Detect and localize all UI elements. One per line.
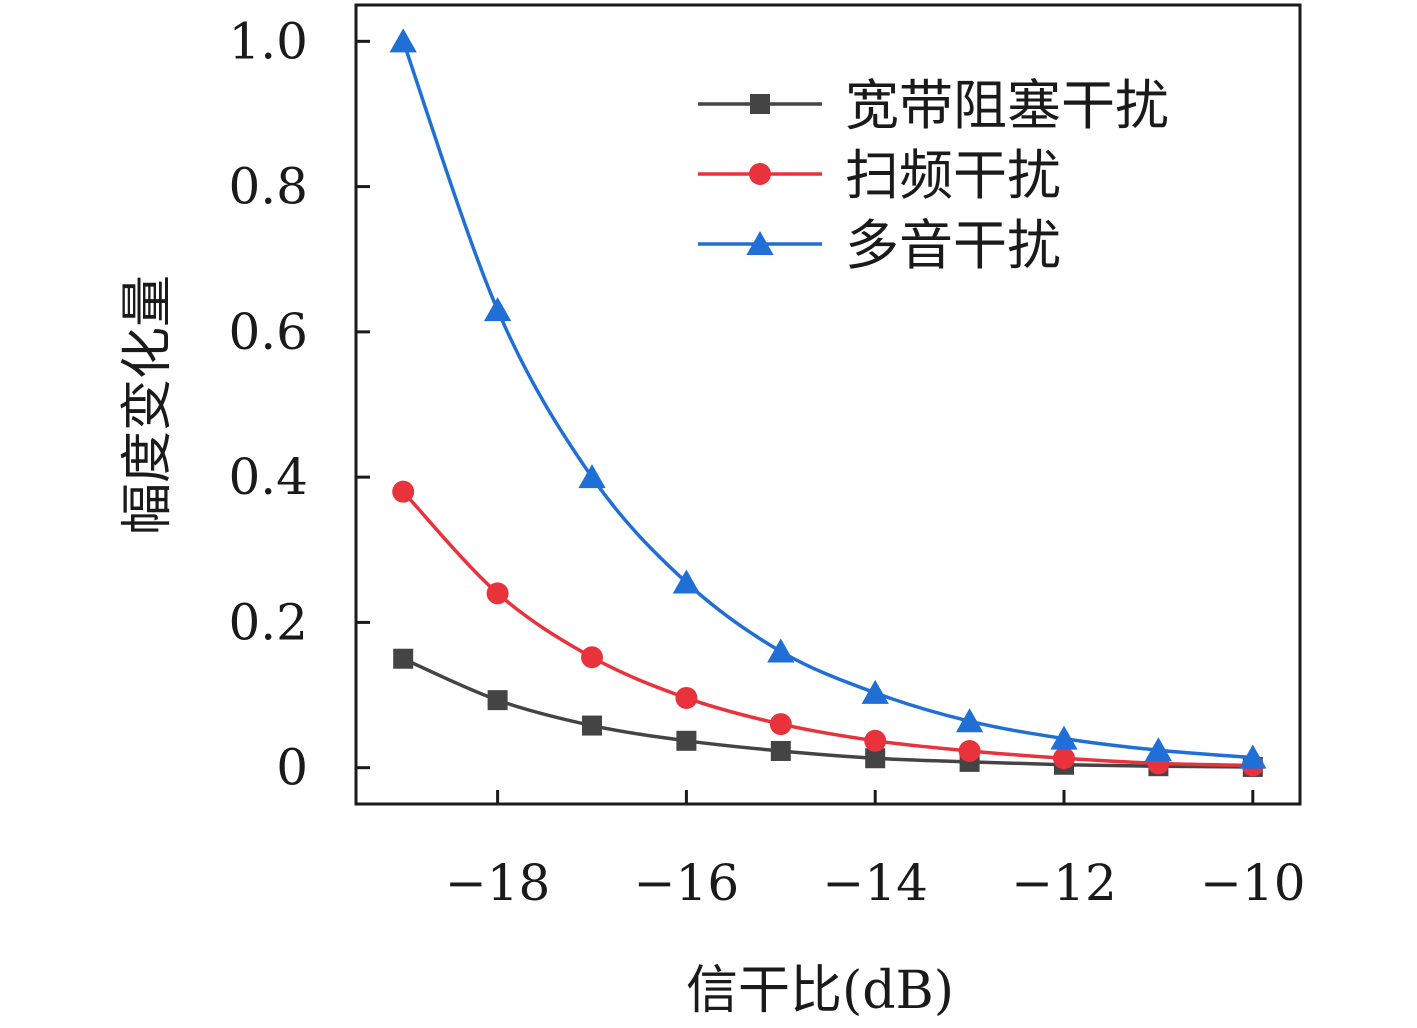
data-point: [1239, 744, 1267, 769]
y-tick-label: 0.6: [228, 303, 308, 361]
legend-item: 宽带阻塞干扰: [698, 74, 1169, 137]
data-point: [672, 569, 701, 594]
data-point: [770, 740, 791, 761]
legend-marker: [749, 163, 771, 185]
x-tick-label: −12: [1011, 854, 1117, 912]
data-point: [767, 638, 795, 663]
y-tick-label: 0: [276, 739, 308, 797]
data-point: [389, 28, 417, 53]
x-tick-label: −14: [822, 854, 928, 912]
legend-label: 扫频干扰: [845, 144, 1061, 207]
series-line: [401, 40, 1253, 760]
y-tick-label: 1.0: [228, 12, 308, 70]
series: [392, 480, 1264, 777]
plot-border: [354, 3, 1302, 806]
x-axis-label: 信干比(dB): [686, 961, 954, 1021]
y-axis-label: 幅度变化量: [118, 275, 178, 535]
series: [393, 648, 1263, 777]
legend-marker: [750, 94, 770, 114]
data-point: [865, 748, 886, 769]
series: [389, 28, 1267, 769]
data-point: [864, 729, 887, 752]
legend-marker: [746, 231, 774, 256]
data-point: [955, 708, 984, 733]
x-tick-label: −16: [634, 854, 740, 912]
data-point: [675, 686, 698, 709]
axis-ticks: −18 −16 −14 −12 −10 0 0.2 0.4 0.6 0.8 1.0: [228, 12, 1305, 912]
data-point: [958, 739, 981, 762]
plot-frame: [354, 3, 1302, 806]
y-tick-label: 0.2: [228, 593, 308, 651]
data-point: [393, 648, 414, 669]
x-tick-label: −18: [445, 854, 551, 912]
data-point: [483, 297, 512, 322]
data-point: [769, 713, 792, 736]
data-point: [1053, 747, 1075, 770]
data-point: [486, 582, 509, 605]
data-point: [581, 646, 603, 669]
data-point: [1050, 725, 1078, 750]
series-group: [389, 28, 1267, 777]
legend-label: 宽带阻塞干扰: [845, 74, 1169, 137]
series-line: [401, 490, 1253, 768]
x-tick-label: −10: [1200, 854, 1306, 912]
legend-item: 扫频干扰: [698, 144, 1061, 207]
data-point: [1144, 737, 1173, 762]
data-point: [578, 464, 606, 489]
data-point: [487, 690, 508, 711]
y-tick-label: 0.4: [228, 448, 308, 506]
data-point: [676, 730, 697, 751]
y-tick-label: 0.8: [228, 158, 308, 216]
data-point: [392, 480, 415, 503]
legend-label: 多音干扰: [845, 214, 1061, 277]
series-line: [402, 657, 1253, 769]
legend-item: 多音干扰: [698, 214, 1061, 277]
data-point: [861, 679, 889, 704]
data-point: [582, 715, 602, 736]
